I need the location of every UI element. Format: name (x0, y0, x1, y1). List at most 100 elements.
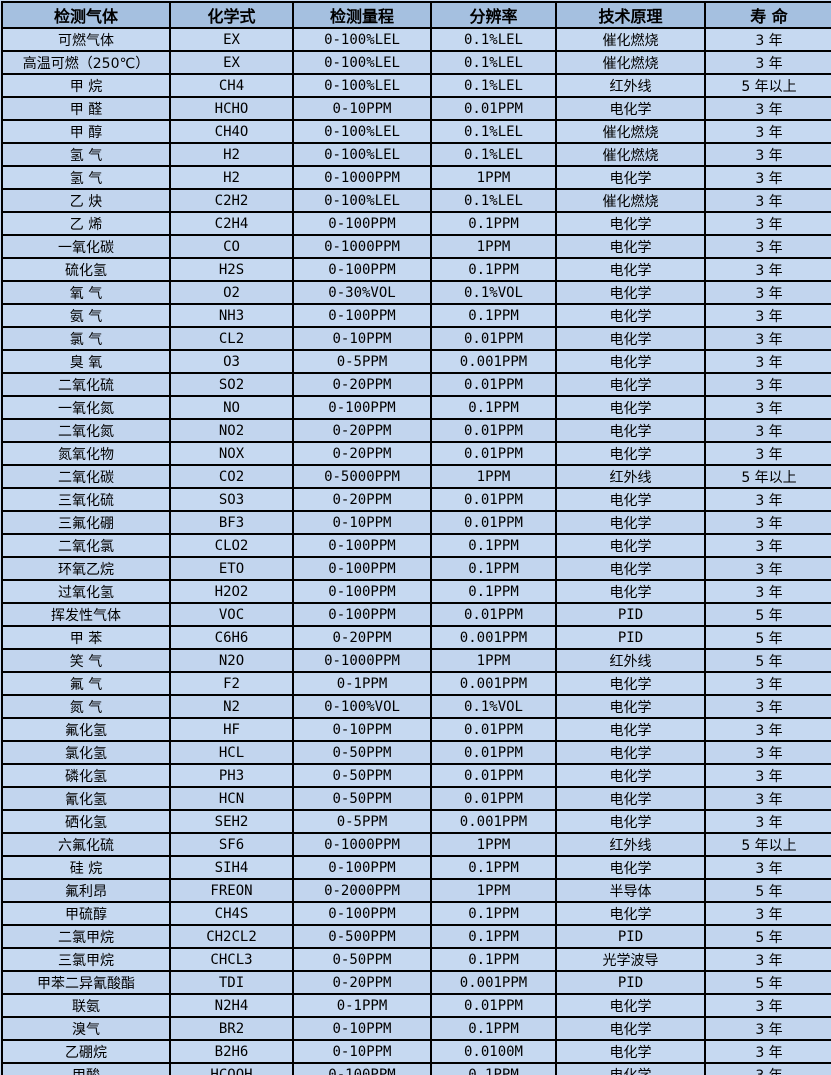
cell-principle: 电化学 (555, 418, 706, 443)
cell-resolution: 0.1%LEL (430, 50, 557, 75)
cell-lifespan: 3 年 (704, 418, 831, 443)
cell-formula: BF3 (169, 510, 294, 535)
cell-formula: VOC (169, 602, 294, 627)
cell-gas: 二氧化碳 (1, 464, 171, 489)
cell-gas: 硒化氢 (1, 809, 171, 834)
cell-gas: 氯 气 (1, 326, 171, 351)
cell-principle: 电化学 (555, 303, 706, 328)
cell-principle: 电化学 (555, 96, 706, 121)
cell-resolution: 0.001PPM (430, 809, 557, 834)
cell-formula: CLO2 (169, 533, 294, 558)
cell-principle: 催化燃烧 (555, 119, 706, 144)
table-row: 二氧化氯 CLO2 0-100PPM 0.1PPM 电化学 3 年 (1, 533, 831, 558)
cell-gas: 硅 烷 (1, 855, 171, 880)
cell-formula: CL2 (169, 326, 294, 351)
table-row: 可燃气体 EX 0-100%LEL 0.1%LEL 催化燃烧 3 年 (1, 27, 831, 52)
cell-principle: 催化燃烧 (555, 188, 706, 213)
cell-lifespan: 5 年以上 (704, 464, 831, 489)
cell-lifespan: 3 年 (704, 855, 831, 880)
cell-formula: CH4 (169, 73, 294, 98)
cell-range: 0-100%LEL (292, 73, 432, 98)
table-row: 挥发性气体 VOC 0-100PPM 0.01PPM PID 5 年 (1, 602, 831, 627)
cell-formula: C2H4 (169, 211, 294, 236)
cell-resolution: 0.0100M (430, 1039, 557, 1064)
cell-formula: CO2 (169, 464, 294, 489)
cell-range: 0-5PPM (292, 809, 432, 834)
cell-resolution: 0.01PPM (430, 602, 557, 627)
cell-range: 0-2000PPM (292, 878, 432, 903)
cell-resolution: 0.1PPM (430, 1062, 557, 1075)
cell-lifespan: 3 年 (704, 901, 831, 926)
cell-formula: BR2 (169, 1016, 294, 1041)
cell-range: 0-1PPM (292, 993, 432, 1018)
header-cell-range: 检测量程 (292, 1, 432, 29)
table-row: 乙 烯 C2H4 0-100PPM 0.1PPM 电化学 3 年 (1, 211, 831, 236)
cell-principle: 电化学 (555, 349, 706, 374)
cell-gas: 乙硼烷 (1, 1039, 171, 1064)
cell-principle: 电化学 (555, 326, 706, 351)
cell-resolution: 0.1PPM (430, 947, 557, 972)
cell-range: 0-100%LEL (292, 50, 432, 75)
cell-gas: 乙 烯 (1, 211, 171, 236)
cell-lifespan: 3 年 (704, 717, 831, 742)
cell-formula: NOX (169, 441, 294, 466)
cell-range: 0-20PPM (292, 625, 432, 650)
cell-principle: 电化学 (555, 510, 706, 535)
cell-resolution: 0.01PPM (430, 418, 557, 443)
table-row: 二氧化碳 CO2 0-5000PPM 1PPM 红外线 5 年以上 (1, 464, 831, 489)
cell-formula: ETO (169, 556, 294, 581)
cell-range: 0-100PPM (292, 303, 432, 328)
cell-lifespan: 3 年 (704, 303, 831, 328)
cell-lifespan: 5 年以上 (704, 73, 831, 98)
cell-gas: 甲 醇 (1, 119, 171, 144)
cell-resolution: 0.1%VOL (430, 280, 557, 305)
cell-lifespan: 3 年 (704, 786, 831, 811)
cell-principle: 电化学 (555, 395, 706, 420)
cell-gas: 氯化氢 (1, 740, 171, 765)
cell-lifespan: 5 年 (704, 924, 831, 949)
cell-range: 0-20PPM (292, 487, 432, 512)
cell-range: 0-100PPM (292, 1062, 432, 1075)
cell-principle: 电化学 (555, 717, 706, 742)
cell-resolution: 0.1%LEL (430, 27, 557, 52)
cell-formula: NO2 (169, 418, 294, 443)
cell-range: 0-10PPM (292, 510, 432, 535)
cell-principle: 电化学 (555, 1016, 706, 1041)
cell-range: 0-500PPM (292, 924, 432, 949)
cell-principle: 电化学 (555, 441, 706, 466)
cell-gas: 过氧化氢 (1, 579, 171, 604)
table-row: 氮 气 N2 0-100%VOL 0.1%VOL 电化学 3 年 (1, 694, 831, 719)
cell-gas: 三氯甲烷 (1, 947, 171, 972)
cell-range: 0-100PPM (292, 855, 432, 880)
cell-gas: 甲苯二异氰酸酯 (1, 970, 171, 995)
table-row: 一氧化碳 CO 0-1000PPM 1PPM 电化学 3 年 (1, 234, 831, 259)
cell-resolution: 0.01PPM (430, 96, 557, 121)
cell-formula: SIH4 (169, 855, 294, 880)
cell-formula: C6H6 (169, 625, 294, 650)
cell-resolution: 1PPM (430, 464, 557, 489)
cell-resolution: 0.1PPM (430, 901, 557, 926)
cell-gas: 氮氧化物 (1, 441, 171, 466)
cell-lifespan: 5 年 (704, 602, 831, 627)
cell-principle: 电化学 (555, 671, 706, 696)
cell-range: 0-10PPM (292, 1016, 432, 1041)
cell-formula: H2 (169, 142, 294, 167)
cell-range: 0-1000PPM (292, 832, 432, 857)
cell-resolution: 0.1%LEL (430, 73, 557, 98)
table-row: 二氯甲烷 CH2CL2 0-500PPM 0.1PPM PID 5 年 (1, 924, 831, 949)
cell-lifespan: 3 年 (704, 533, 831, 558)
cell-range: 0-100%LEL (292, 188, 432, 213)
cell-resolution: 0.001PPM (430, 671, 557, 696)
cell-formula: N2H4 (169, 993, 294, 1018)
cell-principle: 红外线 (555, 464, 706, 489)
cell-formula: CO (169, 234, 294, 259)
cell-lifespan: 3 年 (704, 326, 831, 351)
cell-principle: 催化燃烧 (555, 27, 706, 52)
cell-range: 0-20PPM (292, 441, 432, 466)
cell-range: 0-5PPM (292, 349, 432, 374)
cell-lifespan: 3 年 (704, 671, 831, 696)
cell-principle: 电化学 (555, 372, 706, 397)
table-row: 三氟化硼 BF3 0-10PPM 0.01PPM 电化学 3 年 (1, 510, 831, 535)
cell-principle: 电化学 (555, 763, 706, 788)
cell-lifespan: 3 年 (704, 257, 831, 282)
